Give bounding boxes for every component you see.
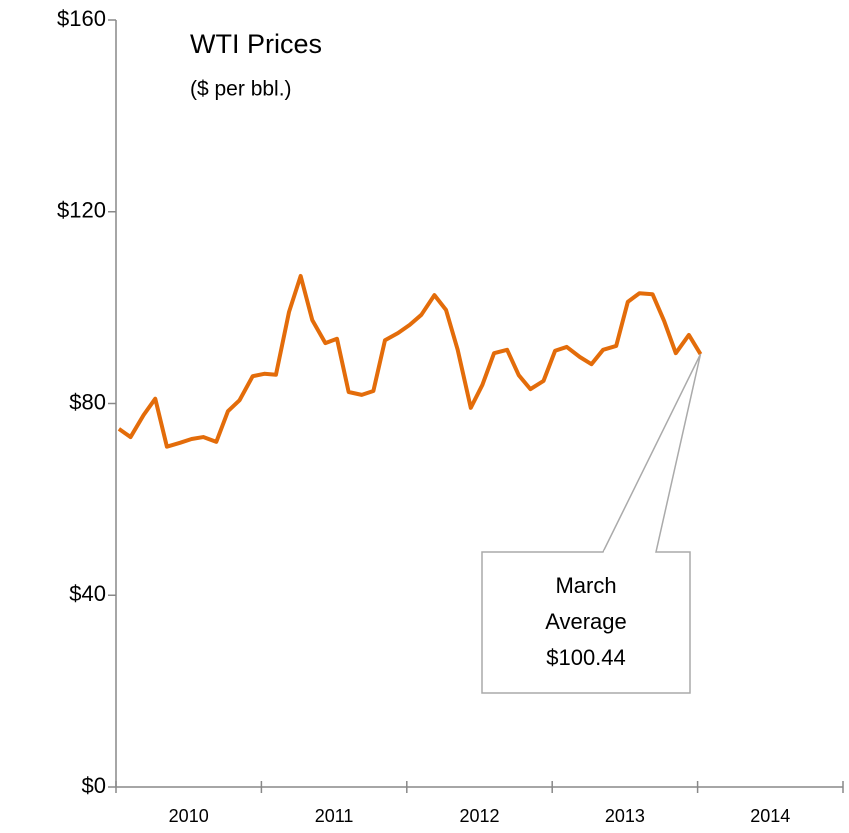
x-category-label: 2013 <box>605 806 645 826</box>
callout-box <box>481 353 702 694</box>
x-category-label: 2010 <box>169 806 209 826</box>
x-category-label: 2012 <box>459 806 499 826</box>
x-category-label: 2011 <box>315 806 354 826</box>
y-tick-label: $80 <box>69 389 106 414</box>
callout-text: $100.44 <box>546 645 626 670</box>
callout-text: March <box>555 573 616 598</box>
y-tick-label: $160 <box>57 6 106 31</box>
x-category-label: 2014 <box>750 806 790 826</box>
y-tick-label: $40 <box>69 581 106 606</box>
callout-text: Average <box>545 609 627 634</box>
chart-subtitle: ($ per bbl.) <box>190 78 292 101</box>
y-tick-label: $0 <box>82 773 106 798</box>
chart-title: WTI Prices <box>190 29 322 59</box>
line-series <box>117 273 703 449</box>
y-tick-label: $120 <box>57 198 106 223</box>
